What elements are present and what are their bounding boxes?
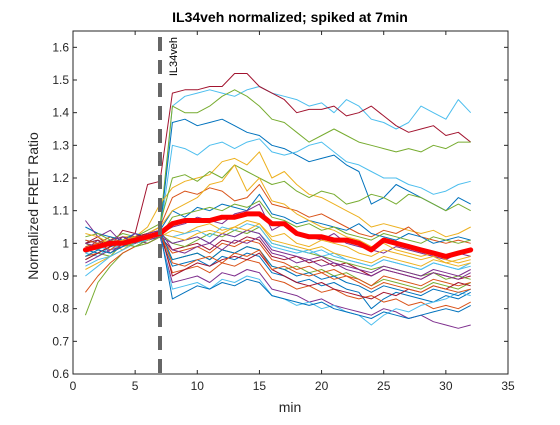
event-marker-label: IL34veh <box>168 37 180 76</box>
chart-title: IL34veh normalized; spiked at 7min <box>172 9 408 25</box>
y-tick-label: 1.4 <box>52 106 69 120</box>
y-tick-label: 1.1 <box>52 204 69 218</box>
x-tick-label: 20 <box>315 379 329 393</box>
x-tick-label: 35 <box>501 379 515 393</box>
x-tick-label: 25 <box>377 379 391 393</box>
axes-background <box>73 31 508 374</box>
mean-series-line <box>82 211 474 259</box>
series-line-7 <box>85 164 471 251</box>
y-axis-label: Normalized FRET Ratio <box>25 132 41 280</box>
series-line-6 <box>85 151 471 251</box>
series-line-26 <box>85 200 471 248</box>
series-line-28 <box>85 223 471 267</box>
x-tick-label: 5 <box>132 379 139 393</box>
y-tick-label: 0.9 <box>52 269 69 283</box>
y-tick-label: 0.8 <box>52 302 69 316</box>
plot-area <box>73 31 508 374</box>
y-tick-label: 1.5 <box>52 73 69 87</box>
series-line-2 <box>85 73 472 248</box>
tick-layer: 0 5 10 15 20 25 30 35 0.6 0.7 0.8 0.9 1 1.1 1.2 1.3 1.4 1… <box>52 31 515 393</box>
x-tick-label: 30 <box>439 379 453 393</box>
x-tick-label: 15 <box>253 379 267 393</box>
axes-box <box>72 30 509 375</box>
mean-series-layer <box>82 211 474 259</box>
series-line-19 <box>85 164 471 270</box>
y-tick-label: 0.7 <box>52 334 69 348</box>
y-tick-label: 1.6 <box>52 40 69 54</box>
x-axis-label: min <box>279 399 302 415</box>
y-tick-label: 0.6 <box>52 367 69 381</box>
y-tick-label: 1.2 <box>52 171 69 185</box>
x-tick-label: 10 <box>191 379 205 393</box>
y-tick-label: 1 <box>62 236 69 250</box>
series-line-30 <box>85 229 471 280</box>
x-tick-label: 0 <box>70 379 77 393</box>
y-tick-label: 1.3 <box>52 138 69 152</box>
event-marker: IL34veh <box>158 37 180 374</box>
axes-frame <box>72 30 509 375</box>
